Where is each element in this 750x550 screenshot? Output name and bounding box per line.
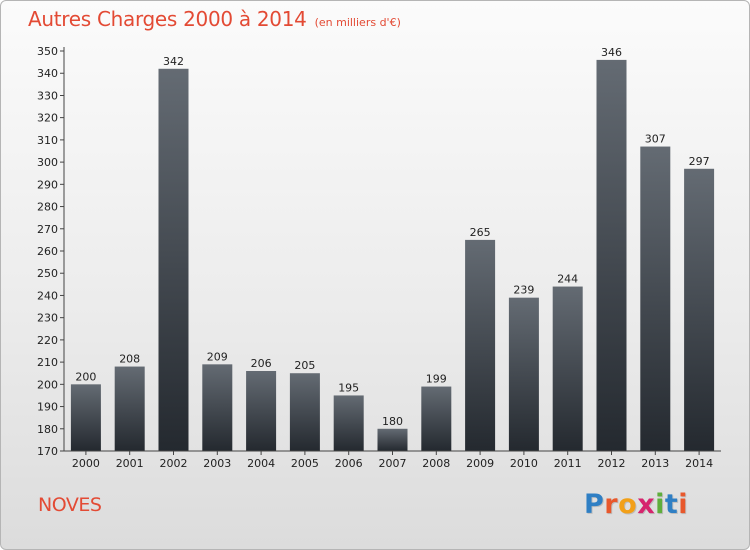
x-tick-label: 2003 [203,457,231,470]
logo-letter: x [637,489,656,520]
x-tick-label: 2007 [379,457,407,470]
data-label: 195 [338,381,359,394]
x-tick-label: 2006 [335,457,363,470]
y-tick-label: 220 [37,334,58,347]
data-label: 199 [426,373,447,386]
x-tick-label: 2011 [554,457,582,470]
y-tick-label: 300 [37,156,58,169]
data-label: 209 [207,350,228,363]
data-label: 346 [601,46,622,59]
x-tick-label: 2001 [116,457,144,470]
y-tick-label: 190 [37,401,58,414]
logo-letter: o [618,489,638,520]
bar [421,386,452,451]
data-label: 205 [294,359,315,372]
y-tick-label: 170 [37,445,58,458]
logo-letter: t [664,489,679,520]
data-label: 244 [557,273,578,286]
bar [158,68,189,452]
y-axis: 170 180 190 200 210 220 230 240 250 260 270 280 290 3… [37,45,65,458]
y-tick-label: 310 [37,134,58,147]
y-tick-label: 200 [37,378,58,391]
bar [246,371,277,451]
y-tick-label: 340 [37,67,58,80]
logo-letter: P [584,489,605,520]
y-tick-label: 250 [37,267,58,280]
data-label: 307 [645,133,666,146]
bars: 200 208 342 209 206 205 195 180 199 265 239 244 346 3… [70,46,715,452]
y-tick-label: 180 [37,423,58,436]
y-tick-label: 270 [37,223,58,236]
data-label: 342 [163,55,184,68]
bar [70,384,101,451]
data-label: 208 [119,353,140,366]
y-tick-label: 280 [37,201,58,214]
data-label: 180 [382,415,403,428]
data-label: 297 [689,155,710,168]
chart-unit-text: (en milliers d'€) [314,16,401,29]
x-axis: 2000 2001 2002 2003 2004 2005 2006 2007 2008 2009… [64,450,721,470]
bar [114,366,145,451]
x-tick-label: 2014 [685,457,713,470]
x-tick-label: 2005 [291,457,319,470]
bar [684,168,715,451]
bar [508,297,539,451]
y-tick-label: 320 [37,112,58,125]
x-tick-label: 2008 [422,457,450,470]
bar [333,395,364,451]
bar [289,373,320,451]
x-tick-label: 2004 [247,457,275,470]
proxiti-logo: Proxiti [584,489,688,520]
bar [640,146,671,452]
bar [377,428,408,451]
y-tick-label: 350 [37,45,58,58]
x-tick-label: 2012 [598,457,626,470]
logo-letter: r [604,489,619,520]
x-tick-label: 2002 [160,457,188,470]
bar [202,364,233,451]
x-tick-label: 2009 [466,457,494,470]
y-tick-label: 230 [37,312,58,325]
y-tick-label: 240 [37,289,58,302]
data-label: 206 [251,357,272,370]
y-tick-label: 290 [37,178,58,191]
y-tick-label: 260 [37,245,58,258]
data-label: 200 [75,370,96,383]
logo-letter: i [655,489,665,520]
x-tick-label: 2010 [510,457,538,470]
commune-name: NOVES [38,494,102,516]
bar [596,59,627,452]
y-tick-label: 210 [37,356,58,369]
x-tick-label: 2013 [641,457,669,470]
bar [465,239,496,451]
y-tick-label: 330 [37,89,58,102]
bar [552,286,583,451]
chart-title-text: Autres Charges 2000 à 2014 [28,7,307,31]
chart-title: Autres Charges 2000 à 2014 (en milliers d… [28,7,401,31]
logo-letter: i [678,489,689,520]
x-tick-label: 2000 [72,457,100,470]
data-label: 239 [513,284,534,297]
data-label: 265 [470,226,491,239]
